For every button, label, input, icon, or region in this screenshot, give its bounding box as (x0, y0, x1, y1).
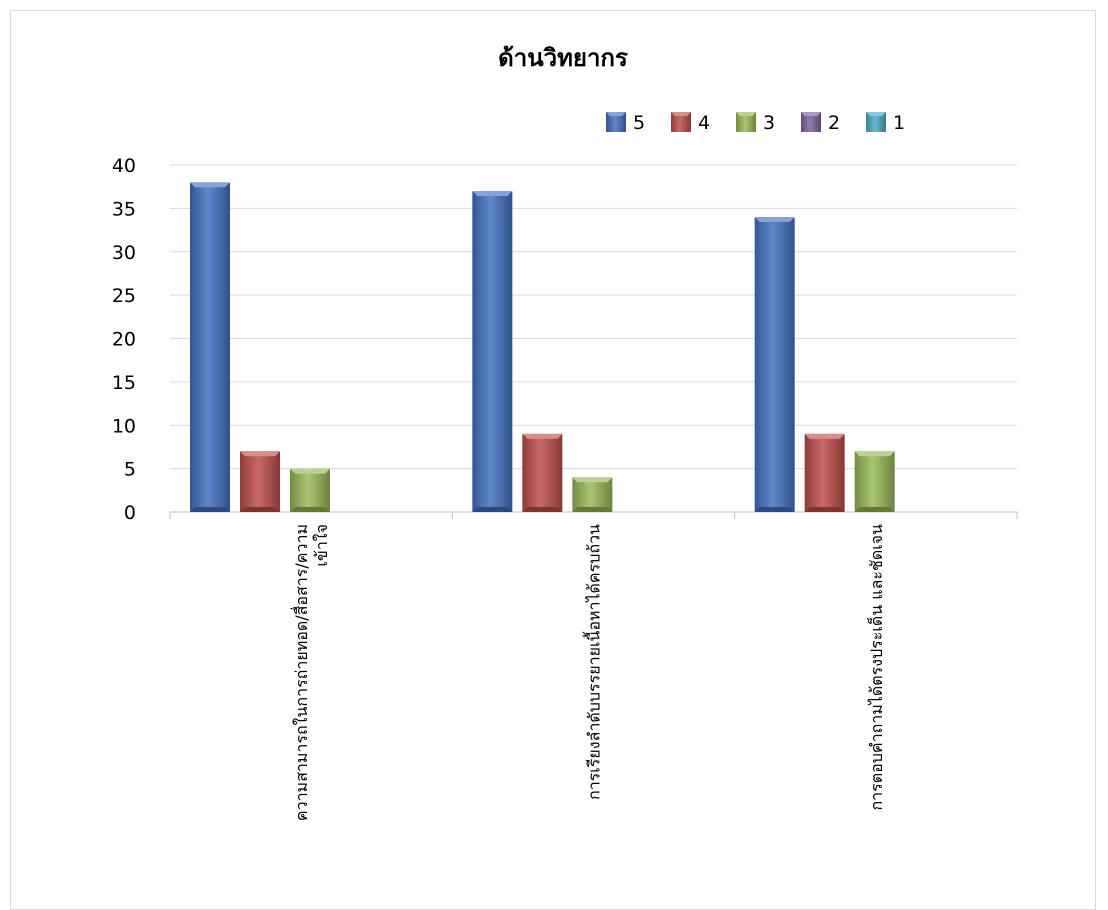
category-labels: ความสามารถในการถ่ายทอด/สื่อสาร/ความเข้าใ… (290, 524, 886, 821)
bar-3-cat1 (290, 468, 330, 512)
category-label-line: การเรียงลำดับบรรยายเนื้อหาได้ครบถ้วน (583, 524, 604, 800)
legend: 5 4 3 2 1 (606, 112, 905, 134)
category-label: ความสามารถในการถ่ายทอด/สื่อสาร/ความเข้าใ… (290, 524, 331, 821)
legend-swatch (606, 112, 626, 132)
category-label-line: ความสามารถในการถ่ายทอด/สื่อสาร/ความ (290, 524, 311, 821)
category-label: การเรียงลำดับบรรยายเนื้อหาได้ครบถ้วน (583, 524, 604, 800)
y-tick-label: 30 (112, 242, 136, 264)
y-tick-label: 35 (112, 198, 136, 220)
y-tick-label: 15 (112, 372, 136, 394)
chart-title: ด้านวิทยากร (498, 44, 628, 72)
legend-label: 5 (633, 112, 645, 134)
legend-item-3: 3 (736, 112, 775, 134)
legend-label: 3 (763, 112, 775, 134)
legend-swatch (866, 112, 886, 132)
y-tick-label: 40 (112, 155, 136, 177)
legend-swatch (801, 112, 821, 132)
y-tick-label: 5 (124, 459, 136, 481)
legend-item-4: 4 (671, 112, 710, 134)
y-tick-label: 20 (112, 329, 136, 351)
legend-item-2: 2 (801, 112, 840, 134)
bar-5-cat1 (190, 182, 230, 512)
legend-swatch (671, 112, 691, 132)
y-axis-ticks: 0 5 10 15 20 25 30 35 40 (112, 155, 136, 524)
legend-item-1: 1 (866, 112, 905, 134)
category-label-line: เข้าใจ (312, 524, 331, 567)
category-label: การตอบคำถามได้ตรงประเด็น และชัดเจน (866, 524, 886, 811)
legend-swatch (736, 112, 756, 132)
bar-4-cat1 (240, 451, 280, 512)
legend-label: 2 (828, 112, 840, 134)
bar-4-cat3 (804, 433, 845, 512)
bar-4-cat2 (522, 433, 563, 512)
y-tick-label: 25 (112, 285, 136, 307)
category-label-line: การตอบคำถามได้ตรงประเด็น และชัดเจน (866, 524, 886, 811)
legend-label: 4 (698, 112, 710, 134)
x-axis (169, 511, 1018, 519)
bars (190, 182, 895, 513)
bar-5-cat3 (754, 217, 795, 513)
bar-5-cat2 (472, 191, 513, 512)
y-tick-label: 10 (112, 415, 136, 437)
bar-3-cat2 (572, 477, 613, 512)
legend-label: 1 (893, 112, 905, 134)
y-tick-label: 0 (124, 502, 136, 524)
legend-item-5: 5 (606, 112, 645, 134)
bar-3-cat3 (854, 451, 895, 512)
gridlines (170, 164, 1017, 470)
